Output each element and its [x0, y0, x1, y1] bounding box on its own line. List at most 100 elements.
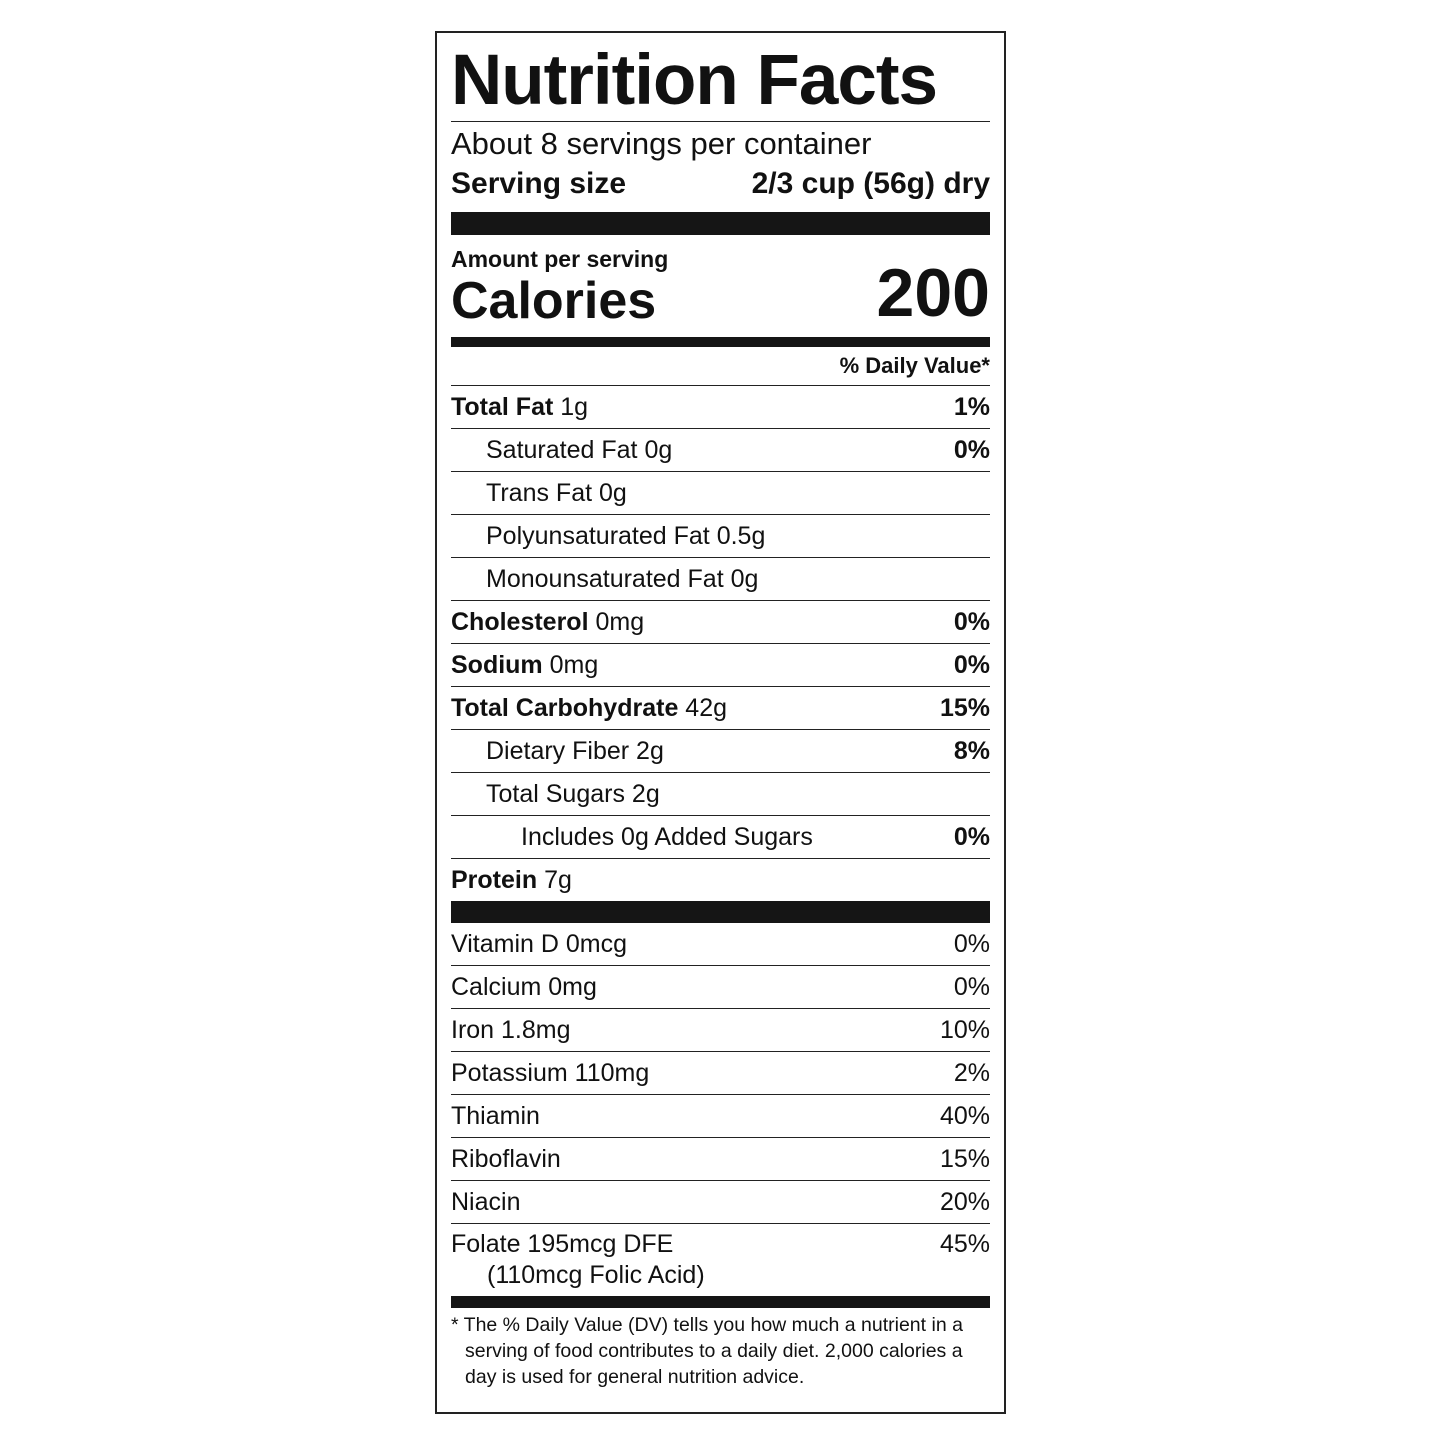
nutrient-amount: 1g: [560, 392, 589, 421]
nutrient-label: Polyunsaturated Fat: [486, 521, 710, 550]
nutrient-name: Cholesterol 0mg: [451, 608, 644, 637]
nutrient-name: Total Sugars 2g: [451, 780, 660, 809]
serving-size-label: Serving size: [451, 167, 627, 200]
nutrient-name: Saturated Fat 0g: [451, 436, 672, 465]
vitamin-daily-value: 45%: [939, 1230, 990, 1258]
vitamin-row: Iron 1.8mg 10%: [451, 1009, 990, 1052]
nutrient-amount: 0g: [644, 435, 673, 464]
medium-divider: [451, 337, 990, 347]
vitamin-row: Calcium 0mg 0%: [451, 966, 990, 1009]
nutrient-label: Monounsaturated Fat: [486, 564, 724, 593]
nutrient-label: Sodium: [451, 650, 543, 679]
nutrient-amount: 0g: [599, 478, 627, 507]
nutrient-label: Cholesterol: [451, 607, 589, 636]
nutrient-daily-value: 8%: [953, 736, 990, 765]
vitamin-name-block: Iron 1.8mg: [451, 1016, 571, 1045]
nutrient-label: Total Carbohydrate: [451, 693, 679, 722]
nutrient-label: Protein: [451, 865, 538, 894]
nutrient-name: Polyunsaturated Fat 0.5g: [451, 522, 765, 551]
nutrient-daily-value: 0%: [953, 435, 990, 464]
vitamin-row: Vitamin D 0mcg 0%: [451, 923, 990, 966]
nutrient-row: Trans Fat 0g: [451, 471, 990, 514]
vitamin-row: Riboflavin 15%: [451, 1138, 990, 1181]
vitamin-name: Niacin: [451, 1187, 521, 1216]
thick-divider: [451, 1296, 990, 1308]
vitamin-name-block: Potassium 110mg: [451, 1059, 649, 1088]
nutrient-label: Dietary Fiber: [486, 736, 630, 765]
vitamin-daily-value: 10%: [939, 1015, 990, 1044]
nutrient-name: Monounsaturated Fat 0g: [451, 565, 758, 594]
vitamin-row: Niacin 20%: [451, 1181, 990, 1224]
nutrient-row: Total Fat 1g 1%: [451, 385, 990, 428]
vitamin-row: Potassium 110mg 2%: [451, 1052, 990, 1095]
nutrient-row: Monounsaturated Fat 0g: [451, 557, 990, 600]
vitamin-name-block: Niacin: [451, 1188, 520, 1217]
nutrient-name: Trans Fat 0g: [451, 479, 627, 508]
label-title: Nutrition Facts: [451, 41, 938, 120]
vitamin-daily-value: 0%: [953, 972, 990, 1001]
footnote: * The % Daily Value (DV) tells you how m…: [451, 1314, 963, 1388]
nutrient-amount: 0.5g: [716, 521, 766, 550]
vitamin-name-block: Thiamin: [451, 1102, 540, 1131]
divider: [451, 121, 990, 122]
calories-row: Amount per serving Calories 200: [451, 245, 990, 329]
vitamin-name: Thiamin: [451, 1101, 540, 1130]
nutrient-daily-value: 1%: [953, 392, 990, 421]
nutrient-row: Cholesterol 0mg 0%: [451, 600, 990, 643]
nutrient-name: Total Carbohydrate 42g: [451, 694, 727, 723]
nutrient-row: Total Sugars 2g: [451, 772, 990, 815]
nutrient-amount: 2g: [631, 779, 660, 808]
nutrient-daily-value: 0%: [953, 607, 990, 636]
amount-per-serving: Amount per serving: [451, 246, 669, 272]
nutrient-name: Protein 7g: [451, 866, 572, 895]
nutrient-amount: 2g: [636, 736, 664, 765]
vitamin-daily-value: 20%: [939, 1187, 990, 1216]
nutrient-label: Includes 0g Added Sugars: [521, 822, 813, 851]
calories-left: Amount per serving Calories: [451, 245, 668, 329]
thick-divider: [451, 212, 990, 235]
nutrition-facts-label: Nutrition Facts About 8 servings per con…: [435, 31, 1006, 1414]
vitamin-list: Vitamin D 0mcg 0% Calcium 0mg 0% Iron 1.8mg 1…: [451, 923, 990, 1290]
nutrient-row: Polyunsaturated Fat 0.5g: [451, 514, 990, 557]
vitamin-name-block: Riboflavin: [451, 1145, 561, 1174]
vitamin-name: Calcium 0mg: [451, 972, 597, 1001]
nutrient-row: Total Carbohydrate 42g 15%: [451, 686, 990, 729]
vitamin-name: Iron 1.8mg: [451, 1015, 571, 1044]
vitamin-name: Potassium 110mg: [451, 1058, 650, 1087]
calories-label: Calories: [451, 272, 657, 330]
nutrient-name: Total Fat 1g: [451, 393, 588, 422]
nutrient-daily-value: 0%: [953, 650, 990, 679]
daily-value-header: % Daily Value*: [839, 353, 990, 378]
nutrient-amount: 0g: [730, 564, 759, 593]
vitamin-daily-value: 0%: [953, 929, 990, 958]
nutrient-list: Total Fat 1g 1% Saturated Fat 0g 0% Trans Fa…: [451, 385, 990, 901]
nutrient-name: Dietary Fiber 2g: [451, 737, 664, 766]
servings-per-container: About 8 servings per container: [451, 126, 872, 161]
nutrient-name: Includes 0g Added Sugars: [451, 823, 813, 852]
nutrient-amount: 7g: [544, 865, 572, 894]
nutrient-row: Protein 7g: [451, 858, 990, 901]
nutrient-row: Saturated Fat 0g 0%: [451, 428, 990, 471]
nutrient-row: Dietary Fiber 2g 8%: [451, 729, 990, 772]
vitamin-name: Riboflavin: [451, 1144, 561, 1173]
vitamin-name-block: Calcium 0mg: [451, 973, 597, 1002]
nutrient-row: Sodium 0mg 0%: [451, 643, 990, 686]
vitamin-subtext: (110mcg Folic Acid): [487, 1261, 705, 1289]
nutrient-daily-value: 15%: [939, 693, 990, 722]
vitamin-name: Vitamin D 0mcg: [451, 929, 627, 958]
nutrient-label: Trans Fat: [486, 478, 593, 507]
nutrient-daily-value: 0%: [953, 822, 990, 851]
serving-size: Serving size 2/3 cup (56g) dry: [451, 164, 990, 204]
nutrient-amount: 0mg: [549, 650, 599, 679]
vitamin-daily-value: 2%: [953, 1058, 990, 1087]
nutrient-amount: 0mg: [595, 607, 645, 636]
vitamin-name: Folate 195mcg DFE: [451, 1230, 674, 1258]
nutrient-name: Sodium 0mg: [451, 651, 598, 680]
nutrient-row: Includes 0g Added Sugars 0%: [451, 815, 990, 858]
nutrient-amount: 42g: [685, 693, 728, 722]
nutrient-label: Total Sugars: [486, 779, 625, 808]
vitamin-name-block: Vitamin D 0mcg: [451, 930, 627, 959]
calories-value: 200: [876, 255, 990, 331]
vitamin-daily-value: 40%: [939, 1101, 990, 1130]
thick-divider: [451, 901, 990, 923]
